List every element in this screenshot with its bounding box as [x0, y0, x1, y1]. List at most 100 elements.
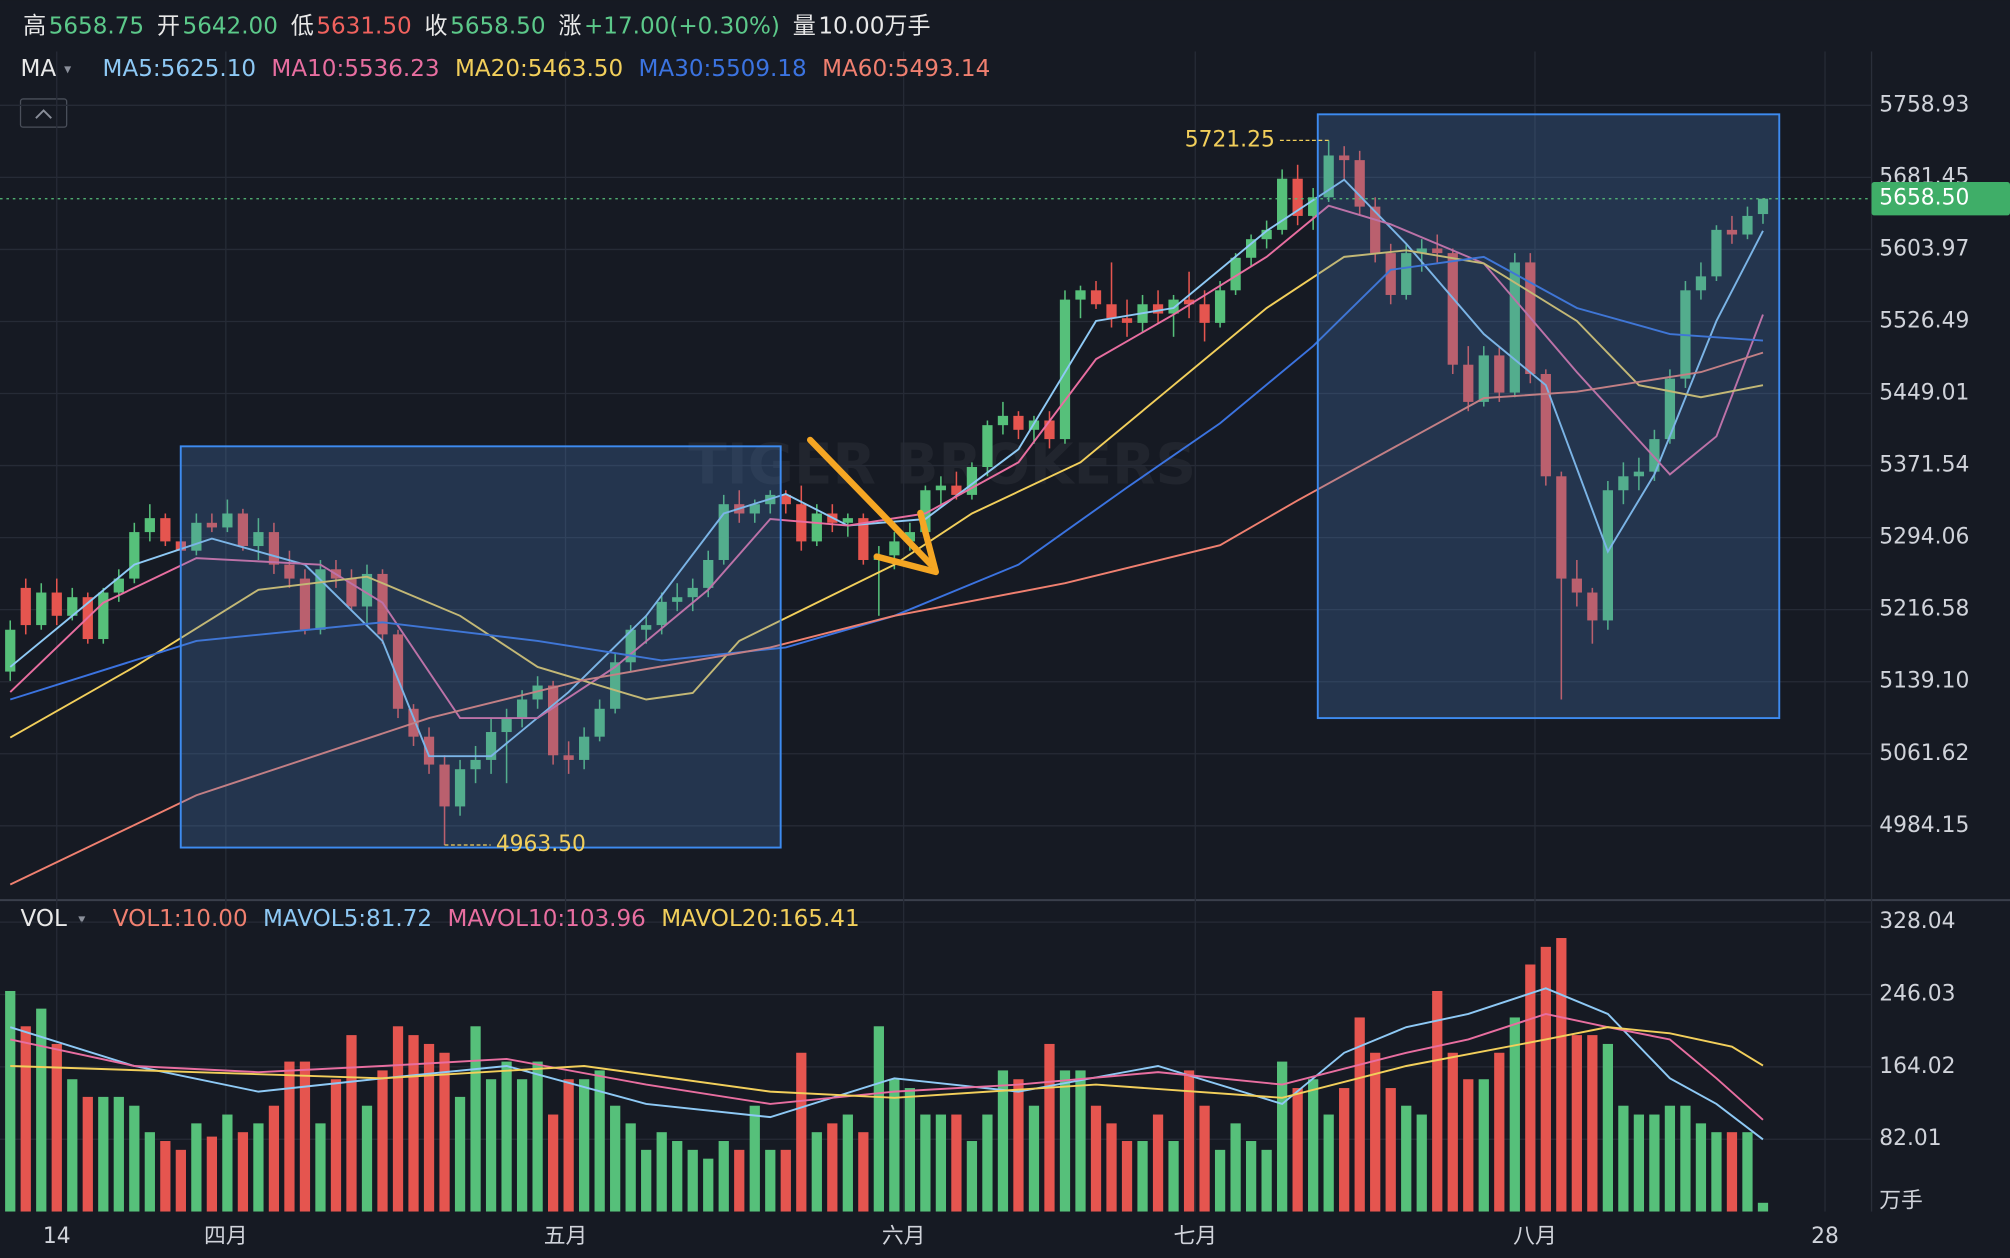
volume-bar [1649, 1114, 1660, 1212]
volume-bar [842, 1114, 853, 1212]
candle-body [1649, 439, 1660, 472]
volume-bar [160, 1141, 171, 1212]
candle-body [160, 518, 171, 542]
candle-body [253, 532, 264, 547]
candle-body [1370, 206, 1381, 254]
volume-bar [780, 1149, 791, 1212]
dropdown-icon[interactable]: ▾ [64, 61, 72, 77]
candle-body [237, 513, 249, 547]
indicator-label: MA [21, 56, 57, 82]
volume-bar [749, 1105, 760, 1212]
volume-bar [191, 1123, 202, 1212]
volume-bar [1137, 1141, 1148, 1212]
candle-body [625, 629, 636, 663]
dropdown-icon[interactable]: ▾ [78, 911, 86, 927]
candle-body [935, 485, 947, 491]
volume-tick-label: 164.02 [1879, 1054, 1955, 1079]
volume-bar [1742, 1132, 1753, 1212]
volume-bar [485, 1079, 497, 1212]
header-label: 低 [291, 14, 314, 40]
candle-body [1540, 374, 1551, 477]
annotation-label: 4963.50 [496, 832, 586, 857]
candle-body [1354, 160, 1365, 207]
candle-body [563, 755, 574, 760]
volume-bar [1664, 1105, 1676, 1212]
candle-body [129, 532, 140, 579]
header-label: 开 [157, 14, 180, 40]
highlight-box [1316, 113, 1781, 720]
candle-body [206, 522, 218, 528]
volume-bar [951, 1114, 962, 1212]
candle-body [1261, 229, 1272, 240]
volume-bar [641, 1149, 652, 1212]
volume-bar [966, 1141, 978, 1212]
candle-body [315, 569, 326, 630]
y-tick-label: 5758.93 [1879, 92, 1969, 117]
legend-entry: MAVOL10:103.96 [447, 906, 645, 932]
header-value: 5658.50 [450, 14, 545, 40]
candle-body [1059, 299, 1071, 440]
candle-body [1090, 290, 1102, 305]
candle-body [1757, 198, 1769, 215]
candle-body [1432, 248, 1443, 254]
x-tick-label: 28 [1811, 1224, 1839, 1249]
arrow-head [873, 509, 939, 576]
candle-body [20, 587, 31, 626]
volume-bar [20, 1026, 31, 1212]
candle-body [1152, 304, 1164, 314]
candle-body [222, 513, 233, 528]
header-value: 5642.00 [183, 14, 278, 40]
volume-bar [1633, 1114, 1645, 1212]
y-tick-label: 5603.97 [1879, 236, 1969, 261]
header-label: 高 [23, 14, 46, 40]
volume-bar [1695, 1123, 1707, 1212]
volume-bar [206, 1136, 218, 1212]
volume-bar [734, 1149, 745, 1212]
x-tick-label: 七月 [1173, 1224, 1217, 1249]
volume-bar [1757, 1202, 1769, 1212]
candle-body [191, 522, 202, 551]
candle-body [1726, 229, 1738, 235]
candle-body [113, 578, 124, 593]
ma-line [9, 204, 1764, 720]
candle-body [796, 504, 807, 542]
volume-bar [1385, 1088, 1396, 1212]
volume-bar [284, 1061, 295, 1212]
candle-body [920, 490, 931, 533]
volume-bar [98, 1096, 109, 1212]
mavol-line [10, 1012, 1764, 1121]
candle-body [889, 541, 900, 556]
volume-bar [1339, 1088, 1350, 1212]
volume-bar [1432, 990, 1443, 1212]
candle-body [36, 592, 47, 626]
y-tick-label: 5449.01 [1879, 381, 1969, 406]
collapse-button[interactable] [19, 98, 68, 128]
volume-bar [1214, 1149, 1226, 1212]
candle-body [1463, 364, 1474, 402]
candle-body [1447, 253, 1458, 365]
volume-bar [330, 1079, 342, 1212]
volume-bar [1416, 1114, 1427, 1212]
candle-body [904, 532, 916, 542]
volume-bar [827, 1123, 838, 1212]
header-value: +17.00(+0.30%) [584, 14, 780, 40]
candle-body [1556, 476, 1567, 579]
ma-line [9, 249, 1764, 739]
y-tick-label: 4984.15 [1879, 813, 1969, 838]
volume-bar [703, 1158, 714, 1212]
candle-body [1494, 355, 1505, 393]
collapse-icon [35, 109, 52, 119]
volume-bar [610, 1105, 621, 1212]
volume-bar [563, 1079, 574, 1212]
volume-bar [82, 1096, 93, 1212]
candle-body [1695, 276, 1707, 291]
candle-body [501, 718, 512, 733]
volume-bar [1199, 1105, 1210, 1212]
volume-bar [222, 1114, 233, 1212]
volume-bar [1323, 1114, 1334, 1212]
header-label: 涨 [558, 14, 581, 40]
volume-bar [796, 1052, 807, 1212]
volume-bar [1106, 1123, 1117, 1212]
candle-body [1339, 155, 1350, 161]
volume-bar [315, 1123, 326, 1212]
